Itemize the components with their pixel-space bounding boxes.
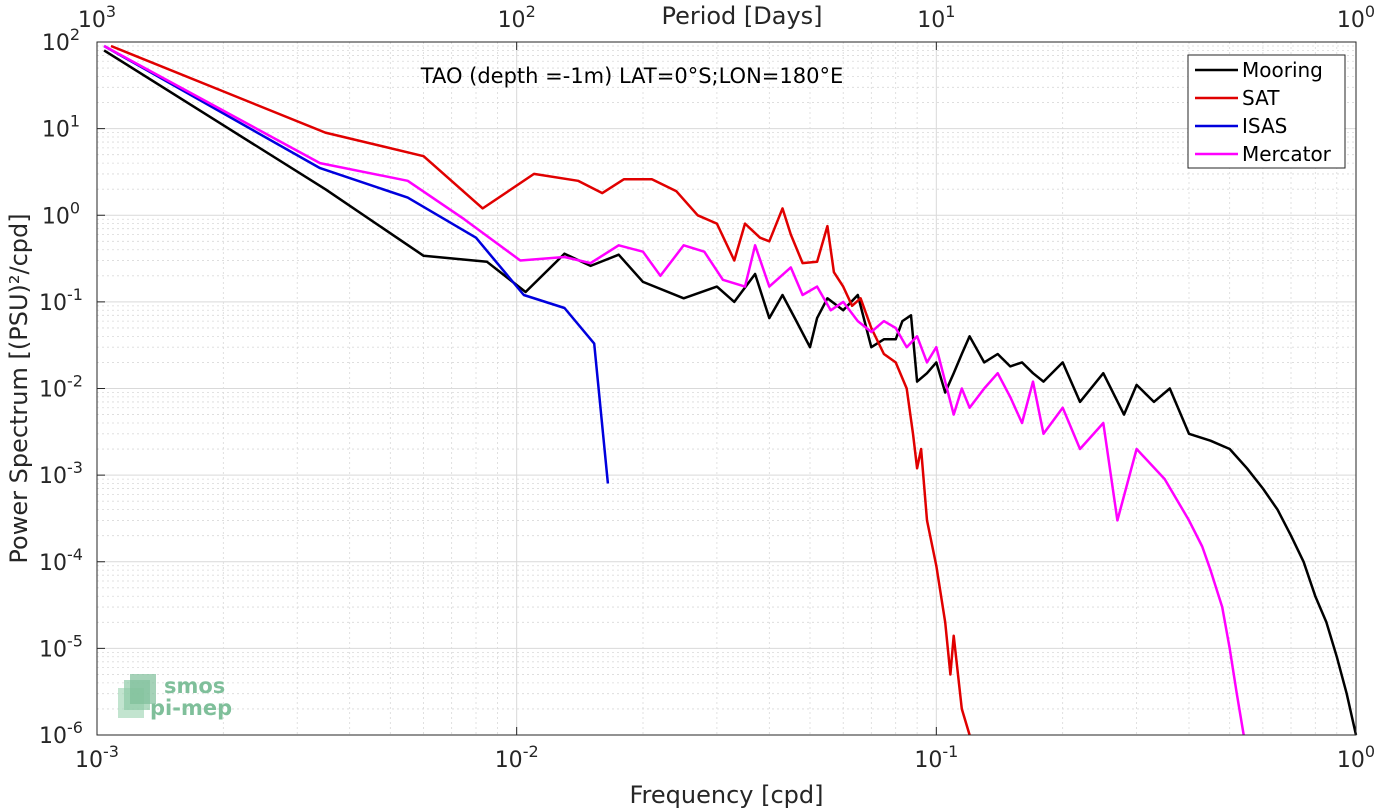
y-tick-label: 10-2	[39, 372, 83, 403]
legend-label-sat: SAT	[1242, 86, 1280, 110]
y-tick-label: 10-5	[39, 631, 83, 662]
legend-label-mooring: Mooring	[1242, 58, 1323, 82]
x-tick-label: 10-1	[914, 742, 958, 773]
y-tick-label: 101	[42, 112, 80, 143]
y-axis-label: Power Spectrum [(PSU)²/cpd]	[5, 213, 33, 563]
x2-tick-label: 101	[917, 2, 955, 33]
x-tick-label: 100	[1337, 742, 1375, 773]
x2-tick-label: 102	[498, 2, 536, 33]
x-axis-label: Frequency [cpd]	[629, 781, 823, 809]
logo-text-smos: smos	[164, 674, 225, 698]
legend-box	[1187, 54, 1346, 169]
chart-title: TAO (depth =-1m) LAT=0°S;LON=180°E	[420, 64, 844, 88]
series-line-sat	[110, 44, 971, 736]
series-line-isas	[103, 44, 610, 484]
smos-pi-mep-logo: smos pi-mep	[118, 674, 232, 720]
series-layer	[103, 44, 1358, 736]
top-axis-label: Period [Days]	[661, 2, 822, 30]
x-tick-label: 10-2	[495, 742, 539, 773]
logo-mark-front	[130, 674, 156, 704]
x2-tick-label: 103	[78, 2, 116, 33]
y-tick-label: 102	[42, 25, 80, 56]
y-tick-label: 10-3	[39, 458, 83, 489]
y-tick-label: 100	[42, 198, 80, 229]
legend: Mooring SAT ISAS Mercator	[1187, 54, 1346, 169]
legend-label-mercator: Mercator	[1242, 142, 1332, 166]
y-tick-label: 10-6	[39, 718, 83, 749]
y-tick-label: 10-1	[39, 285, 83, 316]
x2-tick-label: 100	[1337, 2, 1375, 33]
logo-text-pi-mep: pi-mep	[150, 696, 232, 720]
x-tick-label: 10-3	[75, 742, 119, 773]
series-line-mooring	[103, 49, 1358, 736]
series-line-mercator	[103, 44, 1245, 736]
y-tick-label: 10-4	[39, 545, 83, 576]
legend-label-isas: ISAS	[1242, 114, 1287, 138]
